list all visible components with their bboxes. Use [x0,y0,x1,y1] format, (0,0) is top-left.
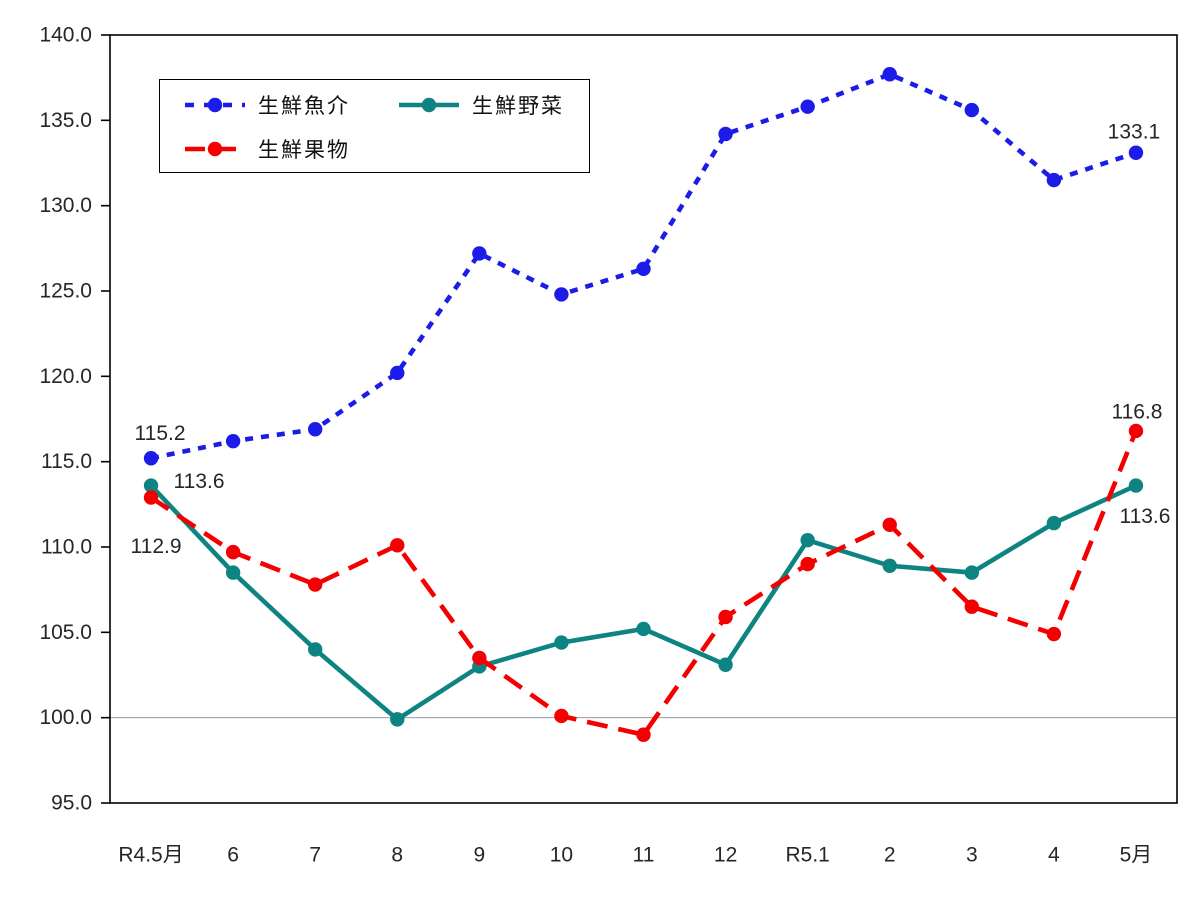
seafood-line-swatch-icon [185,97,245,113]
x-axis-label: 6 [227,844,239,867]
y-axis-tick-label: 110.0 [41,536,92,559]
x-axis-label: 8 [391,844,403,867]
data-point-seafood [882,67,897,82]
data-point-fruit [554,708,569,724]
data-point-vegetables [882,558,897,573]
data-point-vegetables [636,621,651,637]
x-axis-label: R4.5月 [118,844,183,867]
data-point-vegetables [390,712,405,727]
x-axis-label: 9 [474,844,486,867]
y-axis-tick-label: 125.0 [39,280,92,303]
data-point-fruit [882,517,897,533]
y-axis-tick-label: 135.0 [39,109,92,132]
data-point-seafood [800,99,815,114]
point-value-label: 113.6 [174,470,225,493]
legend-marker-sample [207,97,223,113]
data-point-fruit [800,556,815,572]
data-point-seafood [1128,145,1144,160]
data-point-fruit [225,544,241,560]
data-point-vegetables [800,532,815,548]
series-line-fruit [149,430,1139,738]
x-axis-label: R5.1 [785,844,829,867]
legend-item-seafood: 生鮮魚介 [184,92,350,118]
data-point-seafood [718,126,733,142]
data-point-seafood [964,102,980,118]
data-point-seafood [390,365,405,381]
legend-marker-sample [207,141,223,157]
y-axis-tick-label: 140.0 [39,24,92,47]
data-point-vegetables [1128,478,1144,493]
fruit-line-swatch-icon [185,141,245,157]
legend-label-fruit: 生鮮果物 [258,139,350,162]
data-point-seafood [636,261,651,277]
data-point-vegetables [225,565,241,580]
data-point-seafood [1046,172,1062,188]
data-point-fruit [390,538,405,553]
x-axis-label: 3 [966,844,978,867]
legend-label-vegetables: 生鮮野菜 [472,95,564,118]
x-axis-label: 10 [550,844,573,867]
x-axis-label: 11 [633,844,655,867]
plot-border [109,34,1178,804]
legend-item-fruit: 生鮮果物 [184,136,350,162]
data-point-fruit [307,577,323,592]
data-point-vegetables [307,642,323,657]
point-value-label: 116.8 [1111,400,1162,423]
y-axis-tick-label: 95.0 [51,792,92,815]
point-value-label: 115.2 [135,422,186,445]
y-axis-tick-label: 130.0 [39,194,92,217]
y-axis-tick-label: 115.0 [41,450,92,473]
data-point-seafood [472,246,487,261]
x-axis-label: 5月 [1120,844,1153,867]
point-value-label: 133.1 [1108,120,1161,143]
data-point-fruit [1046,626,1062,642]
point-value-label: 113.6 [1119,505,1170,528]
data-point-fruit [143,490,159,505]
data-point-seafood [307,422,323,437]
y-axis-tick-label: 120.0 [39,365,92,388]
legend-label-seafood: 生鮮魚介 [258,95,350,118]
legend-marker-sample [421,97,437,113]
point-value-label: 112.9 [131,535,182,558]
vegetables-line-swatch-icon [399,97,459,113]
data-point-fruit [636,727,651,742]
data-point-fruit [718,609,733,625]
y-axis-tick-label: 100.0 [39,706,92,729]
y-axis-tick-label: 105.0 [39,621,92,644]
series-line-vegetables [149,483,1137,723]
x-axis-label: 7 [309,844,321,867]
x-axis-label: 2 [884,844,896,867]
data-point-fruit [964,599,980,614]
data-point-seafood [554,287,569,302]
legend-item-vegetables: 生鮮野菜 [398,92,564,118]
data-point-vegetables [1046,515,1062,531]
data-point-seafood [143,451,159,466]
data-point-vegetables [554,635,569,650]
x-axis-label: 12 [714,844,737,867]
data-point-fruit [1128,423,1144,439]
data-point-seafood [225,433,241,449]
data-point-vegetables [143,478,159,493]
data-point-vegetables [964,565,980,580]
data-point-fruit [472,650,487,666]
chart-legend: 生鮮魚介 生鮮野菜 生鮮果物 [159,79,590,173]
data-point-vegetables [718,657,733,672]
x-axis-label: 4 [1048,844,1060,867]
